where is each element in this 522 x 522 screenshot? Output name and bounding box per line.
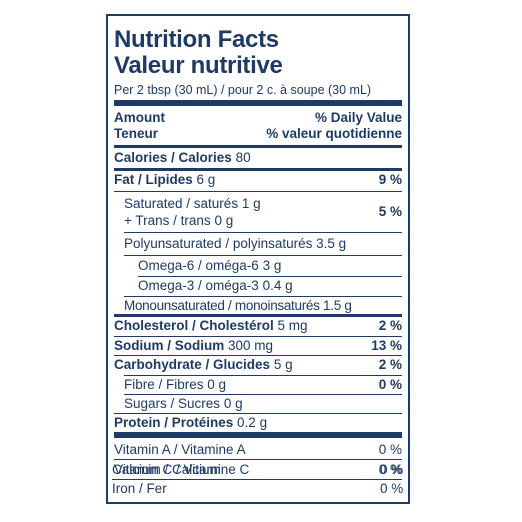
serving-size: Per 2 tbsp (30 mL) / pour 2 c. à soupe (…: [114, 83, 372, 97]
omega3-amount: 0.4 g: [262, 278, 293, 293]
medium-rule: [114, 168, 402, 171]
trans-label: + Trans / trans: [124, 213, 211, 228]
iron-label: Iron / Fer: [112, 481, 167, 496]
omega6-label: Omega-6 / oméga-6: [138, 258, 259, 273]
omega6-amount: 3 g: [262, 258, 282, 273]
amount-en-header: Amount: [114, 110, 165, 125]
protein-label: Protein / Protéines: [114, 415, 234, 430]
mono-label: Monounsaturated / monoinsaturés: [124, 298, 320, 313]
vitamin-a-dv: 0 %: [378, 442, 402, 457]
calories-row: Calories / Calories 80: [114, 150, 251, 166]
fat-amount: 6 g: [196, 172, 216, 187]
title-en: Nutrition Facts: [114, 26, 279, 53]
sugars-amount: 0 g: [223, 396, 243, 411]
medium-rule: [114, 314, 402, 317]
omega3-label: Omega-3 / oméga-3: [138, 278, 259, 293]
calories-label: Calories / Calories: [114, 150, 232, 165]
saturated-trans-dv: 5 %: [378, 204, 402, 219]
carbohydrate-row: Carbohydrate / Glucides 5 g: [114, 357, 293, 373]
sugars-label: Sugars / Sucres: [124, 396, 221, 411]
fibre-row: Fibre / Fibres 0 g: [124, 377, 226, 393]
thin-rule: [114, 459, 402, 460]
saturated-row: Saturated / saturés 1 g: [124, 196, 261, 212]
carbohydrate-label: Carbohydrate / Glucides: [114, 357, 271, 372]
thin-rule: [124, 232, 402, 233]
iron-dv: 0 %: [380, 481, 404, 496]
trans-row: + Trans / trans 0 g: [124, 213, 233, 229]
cholesterol-row: Cholesterol / Cholestérol 5 mg: [114, 318, 308, 334]
thin-rule: [114, 413, 402, 414]
fibre-label: Fibre / Fibres: [124, 377, 204, 392]
mono-row: Monounsaturated / monoinsaturés 1.5 g: [124, 298, 352, 314]
title-fr: Valeur nutritive: [114, 52, 283, 79]
fibre-dv: 0 %: [378, 377, 402, 392]
sodium-row: Sodium / Sodium 300 mg: [114, 338, 273, 354]
thin-rule: [114, 355, 402, 356]
vitamin-a-label: Vitamin A / Vitamine A: [114, 442, 246, 457]
fat-label: Fat / Lipides: [114, 172, 193, 187]
medium-rule: [114, 145, 402, 148]
fat-dv: 9 %: [378, 172, 402, 187]
cholesterol-dv: 2 %: [378, 318, 402, 333]
carbohydrate-amount: 5 g: [273, 357, 293, 372]
thick-rule: [114, 432, 402, 438]
mono-amount: 1.5 g: [323, 298, 352, 313]
thin-rule: [114, 191, 402, 192]
carbohydrate-dv: 2 %: [378, 357, 402, 372]
dv-fr-header: % valeur quotidienne: [266, 126, 402, 141]
fibre-amount: 0 g: [207, 377, 227, 392]
thick-rule: [114, 100, 402, 106]
fat-row: Fat / Lipides 6 g: [114, 172, 215, 188]
nutrition-facts-panel: Nutrition Facts Valeur nutritive Per 2 t…: [106, 14, 410, 504]
protein-row: Protein / Protéines 0.2 g: [114, 415, 267, 431]
calcium-dv: 0 %: [380, 462, 404, 477]
calories-value: 80: [235, 150, 251, 165]
thin-rule: [112, 479, 402, 480]
dv-en-header: % Daily Value: [314, 110, 402, 125]
protein-amount: 0.2 g: [237, 415, 268, 430]
thin-rule: [138, 276, 402, 277]
thin-rule: [124, 394, 402, 395]
saturated-amount: 1 g: [241, 196, 261, 211]
poly-amount: 3.5 g: [316, 236, 347, 251]
saturated-label: Saturated / saturés: [124, 196, 239, 211]
trans-amount: 0 g: [214, 213, 234, 228]
calcium-label: Calcium / Calcium: [112, 462, 221, 477]
cholesterol-amount: 5 mg: [277, 318, 308, 333]
thin-rule: [124, 255, 402, 256]
omega6-row: Omega-6 / oméga-6 3 g: [138, 258, 281, 274]
sugars-row: Sugars / Sucres 0 g: [124, 396, 243, 412]
amount-fr-header: Teneur: [114, 126, 159, 141]
poly-row: Polyunsaturated / polyinsaturés 3.5 g: [124, 236, 346, 252]
thin-rule: [114, 336, 402, 337]
vitamin-c-label: Vitamin C / Vitamine C: [114, 462, 250, 477]
sodium-label: Sodium / Sodium: [114, 338, 225, 353]
vitamin-c-dv: 0 %: [378, 462, 402, 477]
omega3-row: Omega-3 / oméga-3 0.4 g: [138, 278, 293, 294]
cholesterol-label: Cholesterol / Cholestérol: [114, 318, 274, 333]
sodium-dv: 13 %: [371, 338, 402, 353]
poly-label: Polyunsaturated / polyinsaturés: [124, 236, 313, 251]
sodium-amount: 300 mg: [228, 338, 274, 353]
thin-rule: [124, 375, 402, 376]
thin-rule: [124, 296, 402, 297]
